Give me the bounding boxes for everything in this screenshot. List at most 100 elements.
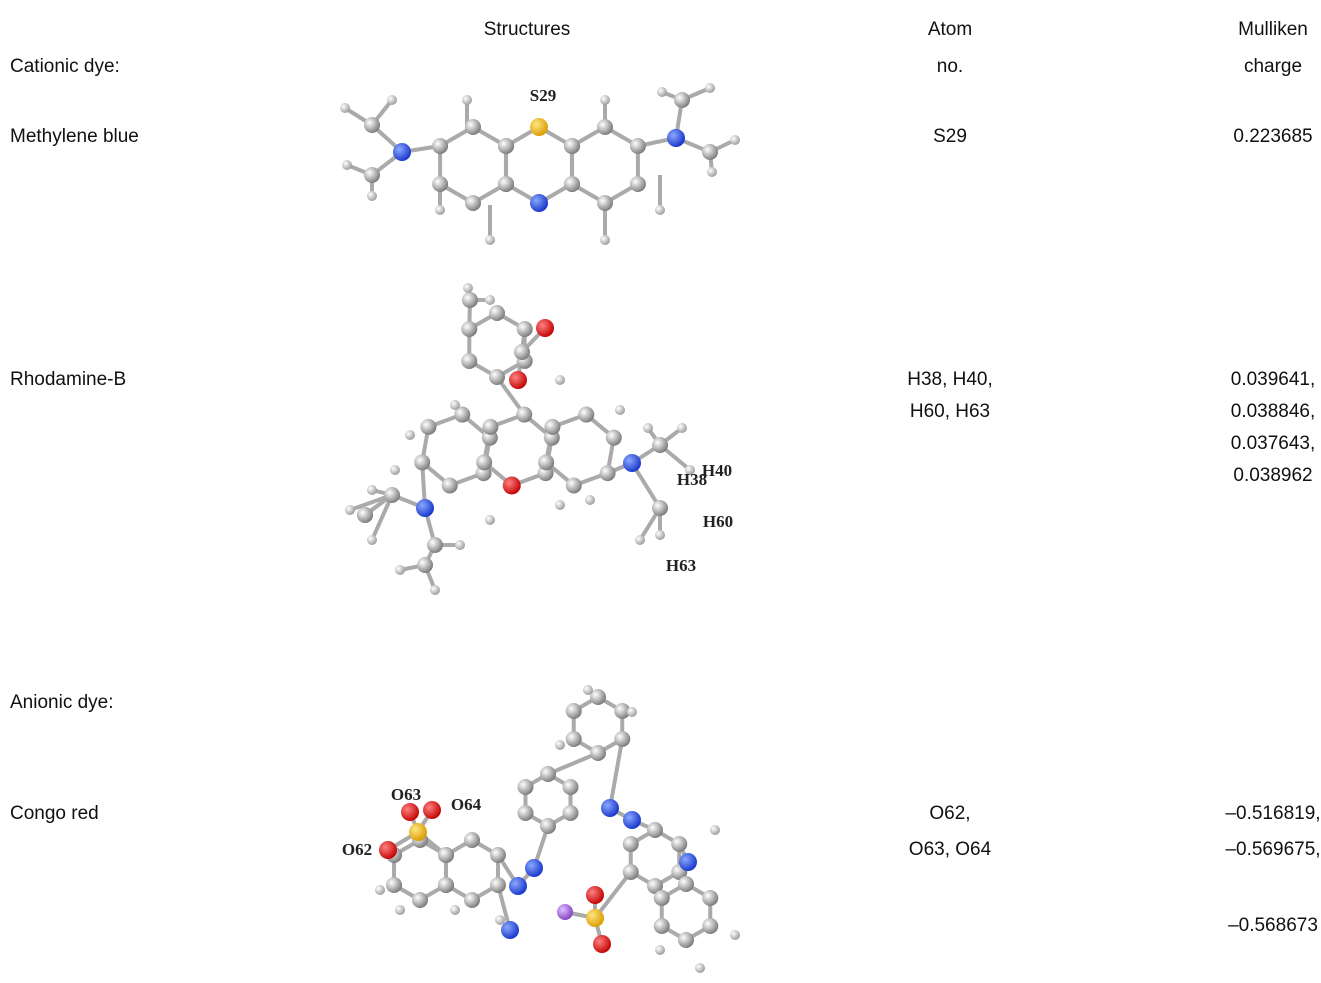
atom-no: H38, H40, — [907, 369, 993, 390]
atom — [395, 905, 405, 915]
charge: –0.568673 — [1228, 915, 1318, 936]
atom — [514, 344, 530, 360]
atom — [482, 419, 498, 435]
atom — [509, 371, 527, 389]
bond — [548, 753, 598, 774]
atom — [450, 905, 460, 915]
charge: 0.037643, — [1231, 433, 1316, 454]
atom — [678, 876, 694, 892]
atom — [490, 877, 506, 893]
atom — [563, 805, 579, 821]
atom — [367, 535, 377, 545]
atom — [730, 135, 740, 145]
atom-no: O62, — [929, 803, 970, 824]
charge: 0.038846, — [1231, 401, 1316, 422]
atom — [544, 419, 560, 435]
atom — [367, 191, 377, 201]
atom — [420, 419, 436, 435]
atom-label: H60 — [703, 512, 733, 531]
atom — [536, 319, 554, 337]
atom — [601, 799, 619, 817]
atom — [652, 500, 668, 516]
atom — [498, 176, 514, 192]
page: Structures Atom no. Mulliken charge Cati… — [0, 0, 1321, 983]
atom — [414, 454, 430, 470]
atom-label: H63 — [666, 556, 696, 575]
atom — [501, 921, 519, 939]
atom — [409, 823, 427, 841]
atom — [657, 87, 667, 97]
atom — [705, 83, 715, 93]
atom — [405, 430, 415, 440]
atom — [461, 321, 477, 337]
atom-label: O63 — [391, 785, 421, 804]
atom — [462, 95, 472, 105]
atom — [654, 890, 670, 906]
charge: –0.569675, — [1225, 839, 1320, 860]
atom — [590, 745, 606, 761]
atom — [555, 500, 565, 510]
atom — [679, 853, 697, 871]
atom — [671, 836, 687, 852]
atom — [465, 119, 481, 135]
atom — [707, 167, 717, 177]
header-charge: charge — [1244, 56, 1302, 77]
atom — [417, 557, 433, 573]
atom — [393, 143, 411, 161]
atom — [450, 400, 460, 410]
atom — [530, 118, 548, 136]
atom — [614, 731, 630, 747]
atom — [652, 437, 668, 453]
atom — [702, 144, 718, 160]
atom — [367, 485, 377, 495]
atom — [566, 731, 582, 747]
charge: 0.039641, — [1231, 369, 1316, 390]
header-charge: Mulliken — [1238, 19, 1308, 40]
atom — [485, 515, 495, 525]
atom — [655, 530, 665, 540]
dye-name: Methylene blue — [10, 126, 139, 147]
atom — [566, 703, 582, 719]
atom — [564, 138, 580, 154]
atom — [623, 864, 639, 880]
atom — [340, 103, 350, 113]
atom — [566, 477, 582, 493]
atom — [564, 176, 580, 192]
atom-label: H38 — [677, 470, 707, 489]
atom-label: O62 — [342, 840, 372, 859]
atom — [461, 353, 477, 369]
atom — [710, 825, 720, 835]
atom — [606, 430, 622, 446]
atom — [465, 195, 481, 211]
atom — [647, 822, 663, 838]
atom — [517, 779, 533, 795]
atom — [464, 892, 480, 908]
atom — [563, 779, 579, 795]
atom — [695, 963, 705, 973]
atom — [540, 766, 556, 782]
atom — [555, 375, 565, 385]
atom — [342, 160, 352, 170]
atom — [677, 423, 687, 433]
atom — [597, 119, 613, 135]
atom — [432, 138, 448, 154]
atom — [586, 909, 604, 927]
atom — [517, 321, 533, 337]
atom — [375, 885, 385, 895]
atom — [395, 565, 405, 575]
atom — [462, 292, 478, 308]
atom — [416, 499, 434, 517]
atom — [464, 832, 480, 848]
atom — [430, 585, 440, 595]
atom — [423, 801, 441, 819]
charge: 0.038962 — [1233, 465, 1312, 486]
atom — [438, 847, 454, 863]
atom — [345, 505, 355, 515]
atom — [509, 877, 527, 895]
atom — [442, 477, 458, 493]
atom — [578, 407, 594, 423]
atom — [435, 205, 445, 215]
atom — [583, 685, 593, 695]
atom — [455, 540, 465, 550]
molecule-structures — [340, 83, 740, 973]
